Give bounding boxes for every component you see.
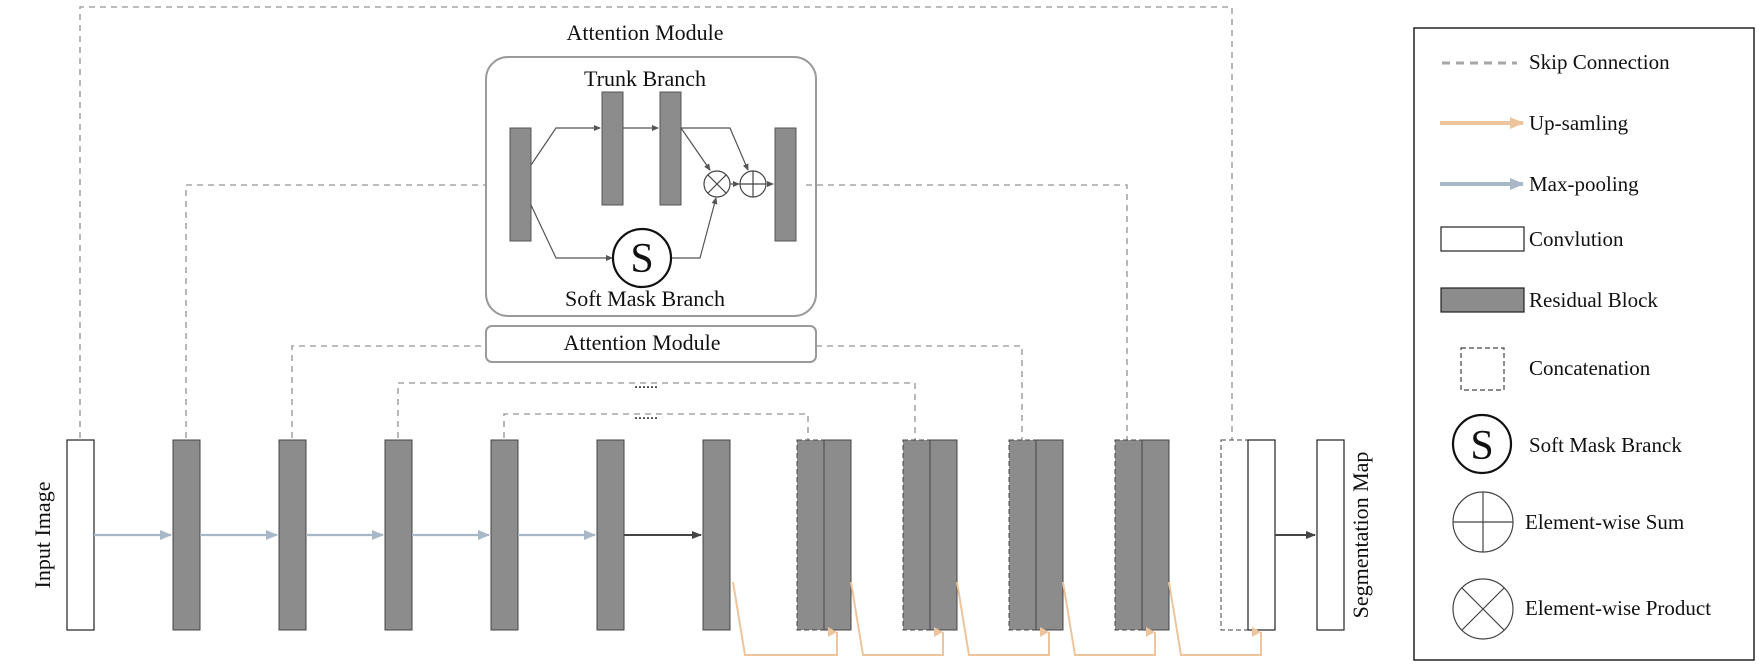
legend-element-wise-product-label: Element-wise Product [1525,596,1711,620]
legend-soft-mask-symbol: S [1470,423,1493,469]
input-conv-block [66,439,95,631]
attention-module-title: Attention Module [566,20,723,45]
legend-frame [1413,27,1755,661]
skip-connection-level2 [291,345,1023,440]
bottleneck-residual-block [702,439,731,631]
attention-output-block [774,127,797,242]
skip-connection-level1 [185,184,1128,440]
input-image-label: Input Image [30,482,55,589]
legend-element-wise-product-icon [1452,578,1514,640]
decoder-stage-5 [1220,439,1276,631]
attention-input-block [509,127,532,242]
legend-maxpooling-label: Max-pooling [1529,172,1639,196]
trunk-block-1 [601,91,624,206]
decoder-stage-2 [902,439,958,631]
legend-concatenation-swatch [1460,347,1505,391]
encoder-residual-block-4 [490,439,519,631]
softmask-path-in [530,204,613,261]
trunk-block-2 [659,91,682,206]
legend: Skip Connection Up-samling Max-pooling C… [1413,27,1755,661]
legend-residual-block-label: Residual Block [1529,288,1658,312]
upsample-arrow-3 [956,581,1050,656]
skip-connection-outer [79,6,1233,440]
decoder-stage-4 [1114,439,1170,631]
ellipsis-lower: ...... [634,406,658,423]
trunk-branch-label: Trunk Branch [584,66,706,91]
legend-convolution-label: Convlution [1529,227,1624,251]
legend-residual-block-swatch [1440,287,1525,313]
upsample-arrow-5 [1168,581,1262,656]
decoder-stage-3 [1008,439,1064,631]
encoder-residual-block-1 [172,439,201,631]
legend-concatenation-label: Concatenation [1529,356,1651,380]
attention-module-frame [485,56,817,317]
softmask-to-product [672,197,718,259]
encoder-residual-block-2 [278,439,307,631]
ellipsis-upper: ...... [634,375,658,392]
skip-connection-level4 [503,413,809,440]
legend-element-wise-sum-label: Element-wise Sum [1525,510,1684,534]
soft-mask-symbol: S [630,236,653,282]
product-node [703,170,731,198]
soft-mask-branch-label: Soft Mask Branch [565,286,725,311]
decoder-stage-1 [796,439,852,631]
legend-convolution-swatch [1440,226,1525,252]
soft-mask-node: S [611,227,673,289]
legend-soft-mask-icon: S [1451,413,1513,475]
upsample-arrow-2 [850,581,944,656]
attention-module-detail: Attention Module Trunk Branch Soft Mask … [485,20,817,317]
legend-element-wise-sum-icon [1452,491,1514,553]
encoder-residual-block-5 [596,439,625,631]
trunk-to-sum [681,127,749,171]
trunk-path-in [530,125,601,166]
trunk-to-product [680,127,711,171]
encoder-residual-block-3 [384,439,413,631]
legend-soft-mask-label: Soft Mask Branck [1529,433,1682,457]
encoder [66,439,731,631]
upsample-arrow-4 [1062,581,1156,656]
segmentation-map-label: Segmentation Map [1348,452,1373,619]
upsample-arrow-1 [732,581,838,656]
skip-connection-level3 [397,382,916,440]
legend-upsampling-label: Up-samling [1529,111,1629,135]
output-conv-block [1316,439,1345,631]
legend-skip-connection-label: Skip Connection [1529,50,1670,74]
attention-module-box: Attention Module [485,325,817,363]
sum-node [739,170,767,198]
attention-module-box-label: Attention Module [563,330,720,355]
skip-connections [79,6,1233,440]
decoder [732,439,1345,656]
